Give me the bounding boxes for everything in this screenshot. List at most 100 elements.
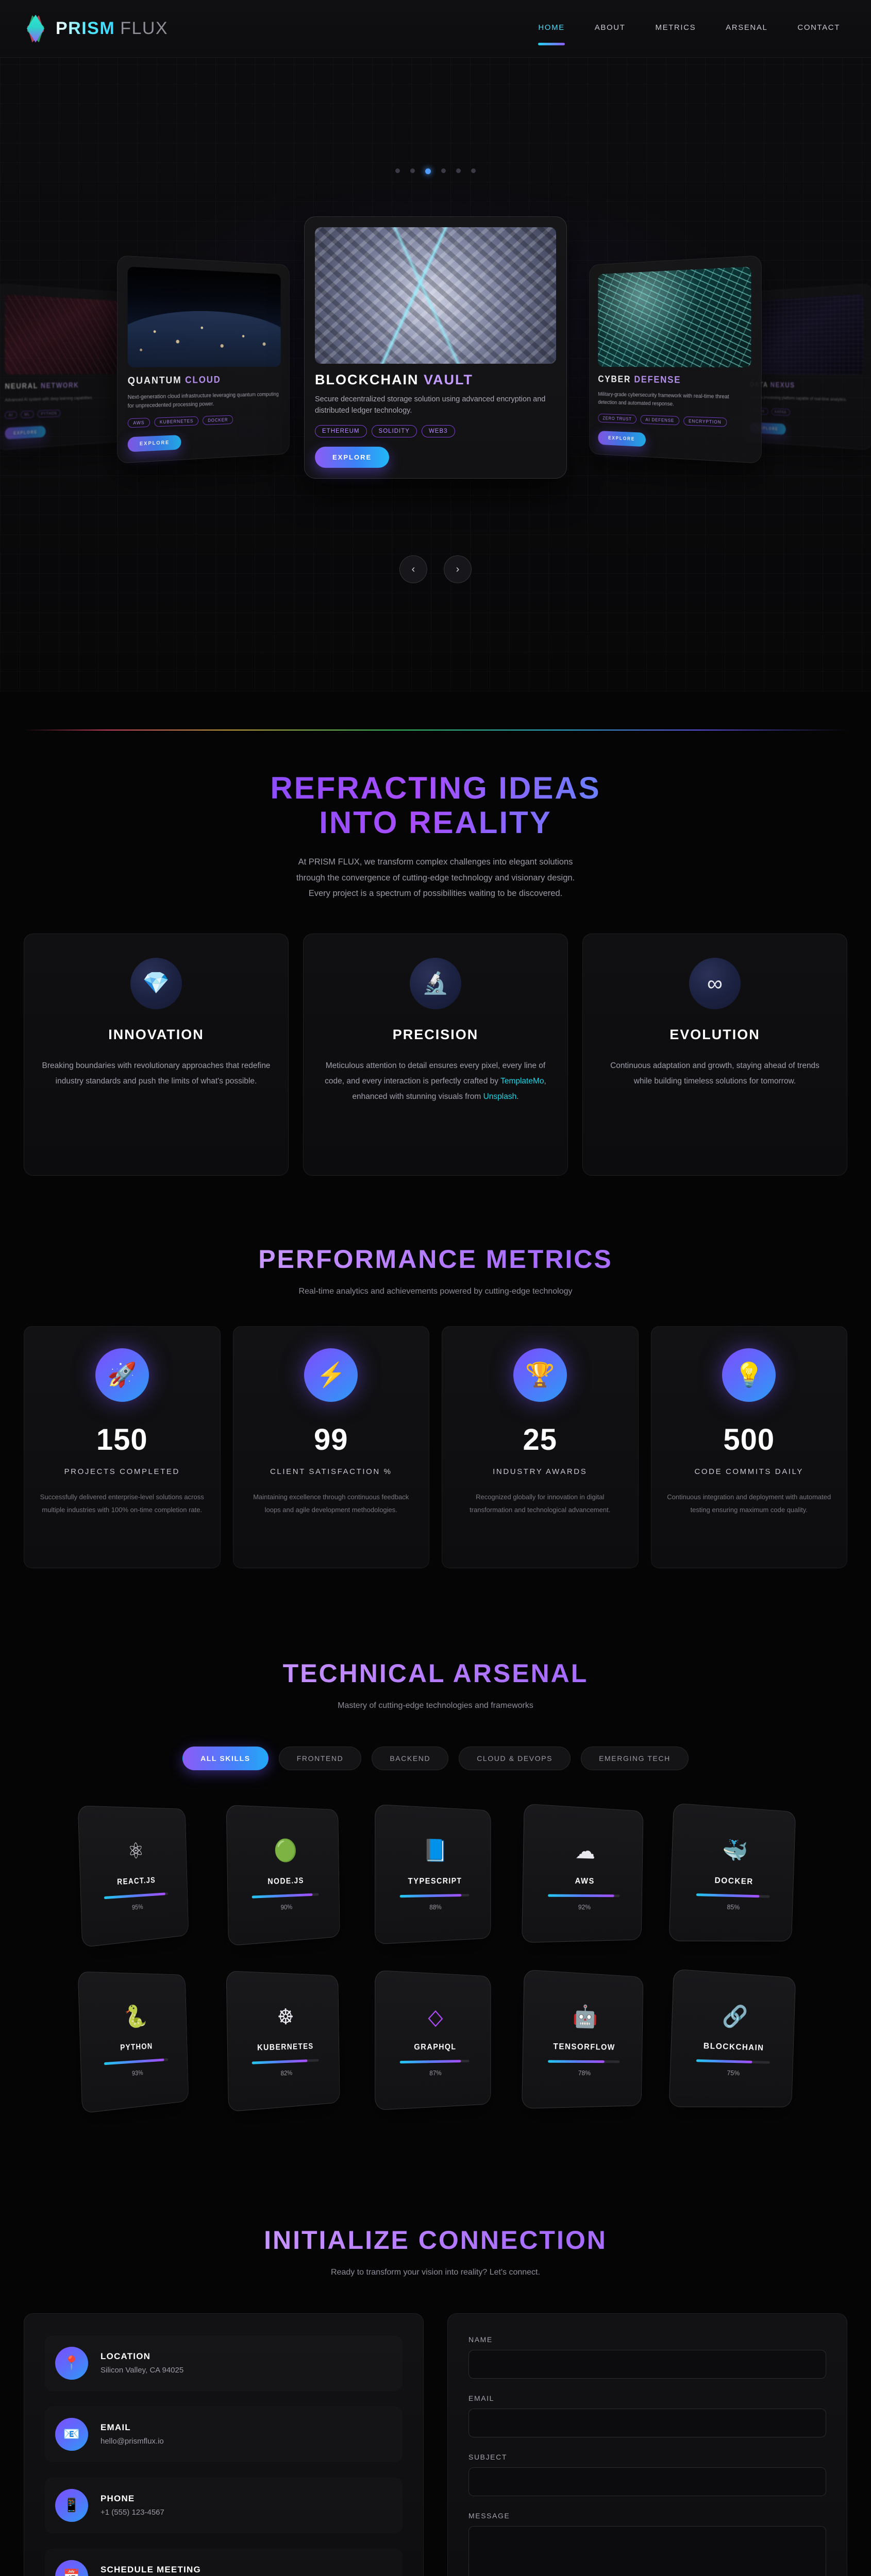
carousel-dot-6[interactable] (471, 168, 476, 173)
skill-progress-bar (399, 2059, 470, 2063)
skill-card-blockchain[interactable]: 🔗 BLOCKCHAIN 75% (668, 1969, 796, 2108)
card-tag[interactable]: ZERO TRUST (598, 413, 637, 424)
skill-card-kubernetes[interactable]: ☸ KUBERNETES 82% (226, 1970, 340, 2112)
feature-card-precision: 🔬 PRECISION Meticulous attention to deta… (303, 933, 568, 1176)
metric-label: CLIENT SATISFACTION % (270, 1467, 392, 1476)
top-navigation-bar: PRISM FLUX HOME ABOUT METRICS ARSENAL CON… (0, 0, 871, 58)
explore-button[interactable]: EXPLORE (598, 431, 646, 447)
skill-progress-bar (548, 1894, 620, 1897)
filter-frontend[interactable]: FRONTEND (278, 1746, 362, 1770)
chevron-left-icon[interactable]: ‹ (399, 555, 427, 583)
contact-info-title: SCHEDULE MEETING (100, 2565, 201, 2575)
skill-card-nodejs[interactable]: 🟢 NODE.JS 90% (226, 1804, 340, 1946)
subject-input[interactable] (468, 2467, 826, 2496)
skill-card-docker[interactable]: 🐳 DOCKER 85% (668, 1803, 796, 1942)
chain-link-icon: 🔗 (722, 2003, 748, 2029)
message-textarea[interactable] (468, 2526, 826, 2576)
feature-card-innovation: 💎 INNOVATION Breaking boundaries with re… (24, 933, 289, 1176)
carousel-dot-4[interactable] (441, 168, 446, 173)
arsenal-subheading: Mastery of cutting-edge technologies and… (338, 1701, 533, 1710)
python-snake-icon: 🐍 (124, 2004, 147, 2029)
filter-all-skills[interactable]: ALL SKILLS (182, 1746, 269, 1770)
nav-item-home[interactable]: HOME (538, 23, 565, 45)
feature-card-evolution: ∞ EVOLUTION Continuous adaptation and gr… (582, 933, 847, 1176)
explore-button[interactable]: EXPLORE (315, 446, 390, 468)
contact-info-schedule[interactable]: 📅 SCHEDULE MEETING Book a consultation (45, 2549, 403, 2576)
card-tag[interactable]: ETHEREUM (315, 425, 367, 437)
about-heading-line1: REFRACTING IDEAS (270, 771, 601, 805)
filter-emerging-tech[interactable]: EMERGING TECH (581, 1746, 689, 1770)
explore-button[interactable]: EXPLORE (127, 435, 181, 452)
card-title: QUANTUM CLOUD (128, 374, 281, 387)
nav-item-about[interactable]: ABOUT (594, 23, 626, 32)
brand-logo[interactable]: PRISM FLUX (24, 14, 168, 44)
carousel-dot-1[interactable] (395, 168, 400, 173)
skill-card-python[interactable]: 🐍 PYTHON 93% (77, 1971, 189, 2114)
metric-value: 500 (723, 1422, 775, 1456)
card-tag[interactable]: DOCKER (203, 415, 233, 426)
skill-name: DOCKER (714, 1876, 753, 1886)
contact-section: INITIALIZE CONNECTION Ready to transform… (0, 2107, 871, 2576)
card-title: DATA NEXUS (750, 381, 863, 391)
trophy-glyph: 🏆 (525, 1361, 555, 1388)
contact-info-phone[interactable]: 📱 PHONE +1 (555) 123-4567 (45, 2478, 403, 2533)
card-tag[interactable]: ML (20, 411, 34, 419)
bulb-icon: 💡 (722, 1348, 776, 1402)
card-tag[interactable]: AWS (127, 417, 150, 428)
card-tag[interactable]: KUBERNETES (154, 416, 199, 427)
unsplash-link[interactable]: Unsplash (483, 1092, 517, 1101)
card-description: Military-grade cybersecurity framework w… (598, 391, 729, 407)
filter-backend[interactable]: BACKEND (372, 1746, 449, 1770)
carousel-card-cyber-defense[interactable]: CYBER DEFENSE Military-grade cybersecuri… (589, 255, 762, 464)
metric-card-projects: 🚀 150 PROJECTS COMPLETED Successfully de… (24, 1326, 221, 1568)
skill-card-reactjs[interactable]: ⚛ REACT.JS 95% (77, 1805, 189, 1948)
card-tag[interactable]: ENCRYPTION (683, 416, 727, 427)
carousel-dot-3[interactable] (425, 168, 431, 174)
chevron-right-icon[interactable]: › (444, 555, 472, 583)
skill-filter-tabs: ALL SKILLS FRONTEND BACKEND CLOUD & DEVO… (24, 1746, 847, 1770)
card-tag[interactable]: AI (5, 411, 17, 419)
email-input[interactable] (468, 2408, 826, 2437)
subject-field-label: SUBJECT (468, 2452, 507, 2461)
carousel-arrows: ‹ › (0, 555, 871, 583)
carousel-dot-5[interactable] (456, 168, 461, 173)
contact-info-location[interactable]: 📍 LOCATION Silicon Valley, CA 94025 (45, 2335, 403, 2391)
phone-icon: 📱 (55, 2488, 88, 2522)
carousel-dots (0, 168, 871, 174)
explore-button[interactable]: EXPLORE (5, 426, 46, 440)
card-tag[interactable]: SOLIDITY (371, 425, 417, 437)
skill-card-tensorflow[interactable]: 🤖 TENSORFLOW 78% (522, 1969, 644, 2109)
templatemo-link[interactable]: TemplateMo (500, 1077, 544, 1086)
skills-row-2: 🐍 PYTHON 93% ☸ KUBERNETES 82% ◇ GRAPHQL … (24, 1969, 847, 2114)
map-pin-glyph: 📍 (63, 2355, 80, 2371)
card-tag[interactable]: PYTHON (37, 410, 61, 418)
nav-item-arsenal[interactable]: ARSENAL (726, 23, 768, 32)
contact-info-title: EMAIL (100, 2422, 131, 2433)
robot-icon: 🤖 (573, 2003, 598, 2029)
calendar-glyph: 📅 (63, 2568, 80, 2576)
nav-item-metrics[interactable]: METRICS (655, 23, 696, 32)
skill-card-graphql[interactable]: ◇ GRAPHQL 87% (375, 1970, 491, 2111)
filter-cloud-devops[interactable]: CLOUD & DEVOPS (459, 1746, 571, 1770)
contact-info-title: PHONE (100, 2494, 135, 2504)
carousel-card-neural-network[interactable]: NEURAL NETWORK Advanced AI system with d… (0, 283, 126, 451)
skill-progress-bar (252, 2058, 319, 2064)
card-tag[interactable]: KAFKA (771, 408, 790, 416)
contact-info-panel: 📍 LOCATION Silicon Valley, CA 94025 📧 EM… (24, 2313, 424, 2576)
skill-card-aws[interactable]: ☁ AWS 92% (522, 1803, 644, 1943)
carousel-card-blockchain-vault[interactable]: BLOCKCHAIN VAULT Secure decentralized st… (304, 216, 567, 479)
card-thumbnail (5, 294, 119, 375)
carousel-card-quantum-cloud[interactable]: QUANTUM CLOUD Next-generation cloud infr… (117, 255, 290, 464)
about-lede-line1: At PRISM FLUX, we transform complex chal… (298, 857, 573, 867)
name-input[interactable] (468, 2349, 826, 2379)
contact-info-email[interactable]: 📧 EMAIL hello@prismflux.io (45, 2406, 403, 2462)
card-tags: AWS KUBERNETES DOCKER (127, 414, 281, 428)
email-field-label: EMAIL (468, 2394, 495, 2402)
carousel-card-data-nexus[interactable]: DATA NEXUS Big data processing platform … (742, 283, 871, 451)
skill-card-typescript[interactable]: 📘 TYPESCRIPT 88% (375, 1804, 491, 1945)
card-tag[interactable]: WEB3 (421, 425, 455, 437)
nav-item-contact[interactable]: CONTACT (797, 23, 840, 32)
card-tag[interactable]: AI DEFENSE (640, 415, 680, 426)
carousel-dot-2[interactable] (410, 168, 415, 173)
contact-info-value: +1 (555) 123-4567 (100, 2508, 164, 2517)
